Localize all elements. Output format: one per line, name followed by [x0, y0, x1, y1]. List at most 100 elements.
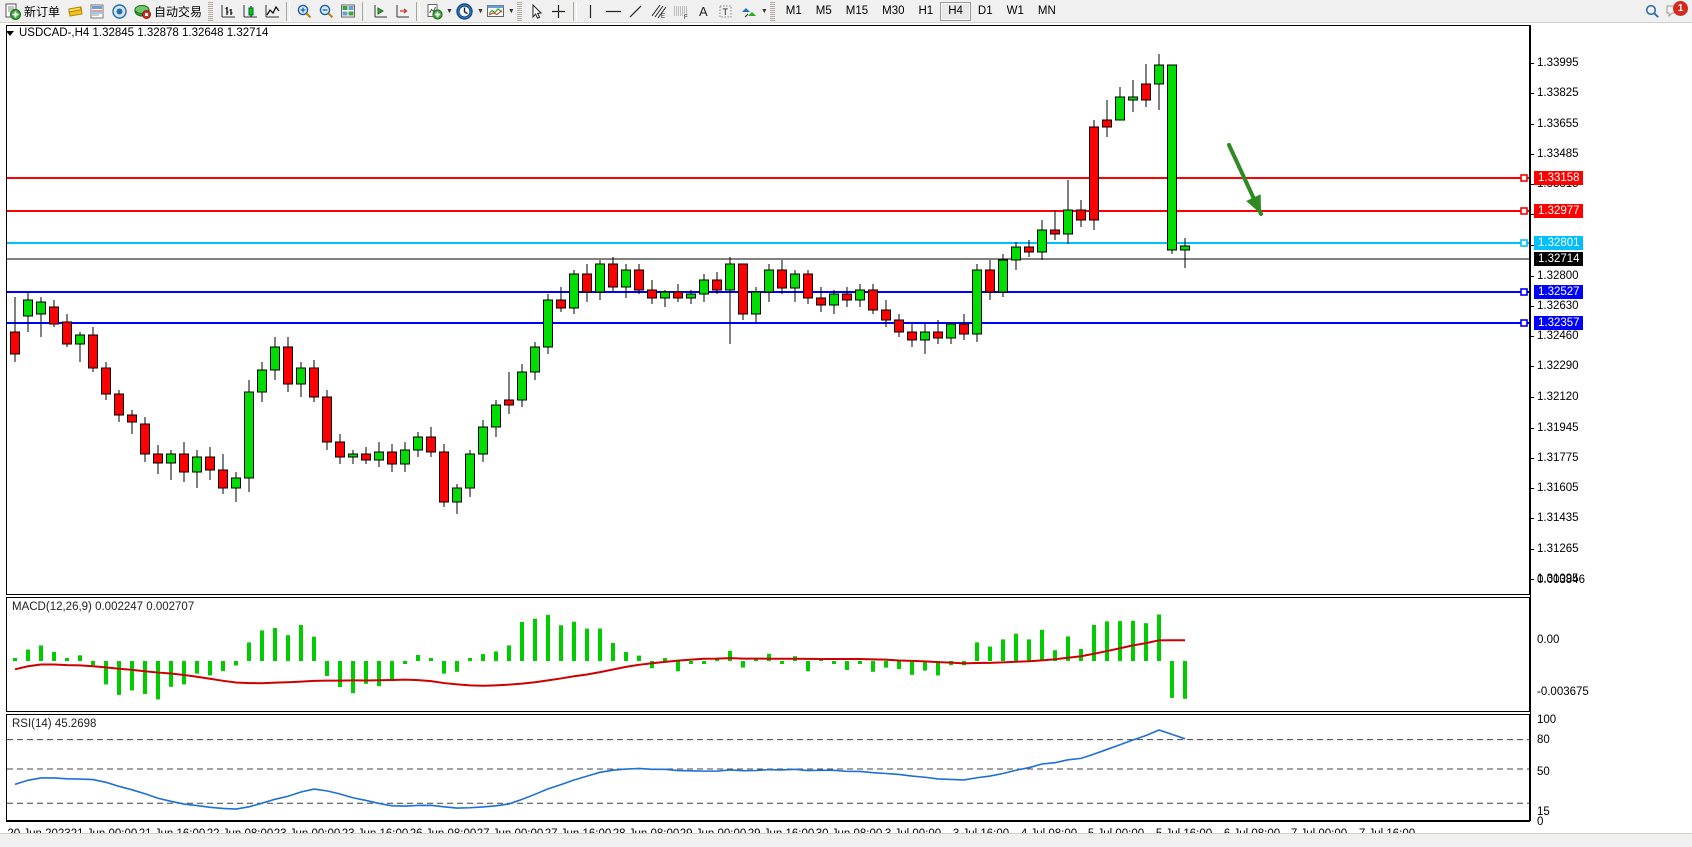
candle — [465, 450, 475, 497]
level-handle-resistance-2[interactable] — [1520, 174, 1528, 182]
level-handle-support-1[interactable] — [1520, 288, 1528, 296]
macd-histogram-bar — [182, 661, 186, 685]
candle — [439, 444, 449, 507]
candle — [114, 390, 124, 422]
macd-histogram-bar — [1170, 661, 1174, 698]
market-watch-button[interactable] — [86, 1, 108, 22]
level-handle-resistance-1[interactable] — [1520, 207, 1528, 215]
trendline-button[interactable] — [625, 1, 647, 22]
candle — [309, 360, 319, 402]
search-button[interactable] — [1641, 1, 1663, 22]
period-dropdown-icon[interactable]: ▼ — [476, 7, 484, 15]
symbol-caret-icon[interactable] — [6, 30, 14, 36]
crosshair-button[interactable] — [548, 1, 570, 22]
macd-histogram-bar — [832, 661, 836, 664]
macd-histogram-bar — [923, 661, 927, 671]
price-panel[interactable] — [6, 25, 1530, 595]
timeframe-w1[interactable]: W1 — [1006, 5, 1024, 17]
macd-histogram-bar — [455, 661, 459, 672]
price-tick-label: 1.31945 — [1537, 421, 1579, 434]
macd-histogram-bar — [611, 643, 615, 661]
price-pill-bid-line[interactable]: 1.32801 — [1534, 236, 1583, 250]
svg-text:A: A — [699, 4, 708, 19]
bar-chart-button[interactable] — [217, 1, 239, 22]
new-order-icon — [5, 3, 21, 20]
timeframe-mn[interactable]: MN — [1037, 5, 1056, 17]
navigator-button[interactable] — [108, 1, 130, 22]
templates-dropdown-icon[interactable]: ▼ — [507, 7, 515, 15]
new-order-button[interactable]: 新订单 — [0, 1, 64, 22]
candle — [1089, 120, 1099, 230]
timeframe-d1[interactable]: D1 — [977, 5, 993, 17]
zoom-in-icon — [297, 4, 311, 18]
price-tick — [1530, 336, 1534, 338]
candle — [972, 264, 982, 342]
macd-histogram-bar — [741, 661, 745, 668]
text-button[interactable]: A — [693, 1, 715, 22]
price-scale[interactable]: 1.339951.338251.336551.334851.333151.331… — [1530, 25, 1692, 828]
macd-panel[interactable]: MACD(12,26,9) 0.002247 0.002707 — [6, 597, 1530, 712]
price-tick — [1530, 548, 1534, 550]
price-pill-resistance-1[interactable]: 1.32977 — [1534, 204, 1583, 218]
level-handle-support-2[interactable] — [1520, 319, 1528, 327]
candle — [777, 260, 787, 294]
macd-histogram-bar — [897, 661, 901, 670]
rsi-tick-label: 0 — [1537, 816, 1544, 828]
level-handle-bid-line[interactable] — [1520, 239, 1528, 247]
auto-scroll-button[interactable] — [391, 1, 413, 22]
price-pill-resistance-2[interactable]: 1.33158 — [1534, 171, 1583, 185]
candle — [140, 417, 150, 462]
macd-signal-line — [14, 639, 1186, 687]
timeframe-m5[interactable]: M5 — [815, 5, 832, 17]
zoom-in-button[interactable] — [293, 1, 315, 22]
candle — [634, 264, 644, 294]
chart-shift-button[interactable] — [369, 1, 391, 22]
candle — [829, 290, 839, 314]
chart-grid-button[interactable] — [337, 1, 359, 22]
equidistant-channel-button[interactable]: E — [647, 1, 670, 22]
price-pill-support-1[interactable]: 1.32527 — [1534, 285, 1583, 299]
toolbar-grip-2[interactable] — [516, 1, 522, 21]
macd-label: MACD(12,26,9) 0.002247 0.002707 — [12, 601, 195, 613]
fibonacci-button[interactable]: F — [670, 1, 693, 22]
candlestick-chart-button[interactable] — [239, 1, 261, 22]
macd-histogram-bar — [1014, 633, 1018, 661]
notification-badge: 1 — [1673, 0, 1688, 16]
timeframe-m1[interactable]: M1 — [785, 5, 802, 17]
macd-histogram-bar — [780, 661, 784, 664]
toolbar-grip-3[interactable] — [769, 1, 775, 21]
price-tick-label: 1.32800 — [1537, 269, 1579, 282]
vertical-line-button[interactable] — [580, 1, 602, 22]
timeframe-m30[interactable]: M30 — [882, 5, 905, 17]
macd-histogram-bar — [1066, 636, 1070, 661]
macd-histogram-bar — [1105, 621, 1109, 661]
symbol-info-text: USDCAD-,H4 1.32845 1.32878 1.32648 1.327… — [19, 27, 269, 39]
horizontal-line-button[interactable] — [602, 1, 625, 22]
candle — [738, 263, 748, 320]
annotation-arrow-icon[interactable] — [1227, 143, 1263, 216]
line-chart-button[interactable] — [261, 1, 283, 22]
arrows-dropdown-icon[interactable]: ▼ — [760, 7, 768, 15]
auto-trading-button[interactable]: 自动交易 — [130, 1, 206, 22]
period-button[interactable] — [453, 1, 476, 22]
price-pill-support-2[interactable]: 1.32357 — [1534, 316, 1583, 330]
new-chart-button[interactable] — [423, 1, 445, 22]
candle — [205, 447, 215, 480]
new-chart-dropdown-icon[interactable]: ▼ — [446, 7, 453, 15]
toolbar-grip-1[interactable] — [208, 1, 214, 21]
timeframe-h1[interactable]: H1 — [918, 5, 934, 17]
macd-histogram-bar — [234, 661, 238, 666]
candle — [10, 297, 20, 362]
arrows-button[interactable] — [737, 1, 760, 22]
cursor-button[interactable] — [526, 1, 548, 22]
zoom-out-button[interactable] — [315, 1, 337, 22]
templates-button[interactable] — [484, 1, 507, 22]
candle — [374, 442, 384, 467]
rsi-panel[interactable]: RSI(14) 45.2698 — [6, 714, 1530, 821]
timeframe-m15[interactable]: M15 — [845, 5, 869, 17]
notifications-button[interactable]: 1 — [1663, 0, 1688, 22]
price-pill-last-price[interactable]: 1.32714 — [1534, 252, 1583, 266]
text-label-button[interactable]: T — [715, 1, 737, 22]
timeframe-h4[interactable]: H4 — [940, 1, 971, 21]
data-window-button[interactable] — [64, 1, 86, 22]
